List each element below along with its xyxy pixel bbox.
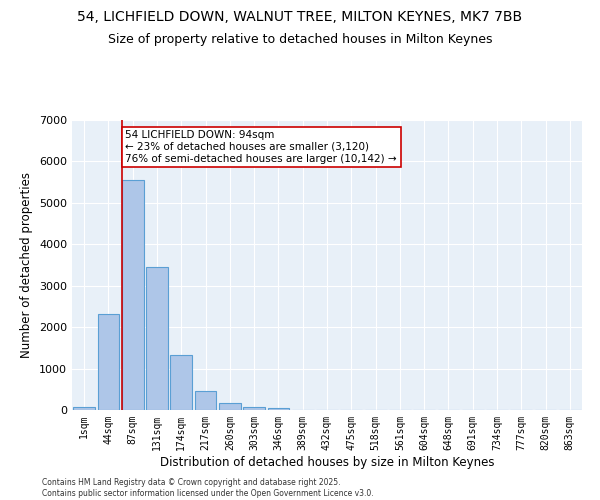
Bar [170,355,192,410]
X-axis label: Distribution of detached houses by size in Milton Keynes: Distribution of detached houses by size … [160,456,494,468]
Bar [194,392,217,410]
Text: Size of property relative to detached houses in Milton Keynes: Size of property relative to detached ho… [108,32,492,46]
Bar [243,406,265,410]
Bar [97,314,119,410]
Y-axis label: Number of detached properties: Number of detached properties [20,172,34,358]
Bar [219,403,241,410]
Text: 54 LICHFIELD DOWN: 94sqm
← 23% of detached houses are smaller (3,120)
76% of sem: 54 LICHFIELD DOWN: 94sqm ← 23% of detach… [125,130,397,164]
Text: 54, LICHFIELD DOWN, WALNUT TREE, MILTON KEYNES, MK7 7BB: 54, LICHFIELD DOWN, WALNUT TREE, MILTON … [77,10,523,24]
Bar [146,267,168,410]
Bar [73,407,95,410]
Bar [268,408,289,410]
Text: Contains HM Land Registry data © Crown copyright and database right 2025.
Contai: Contains HM Land Registry data © Crown c… [42,478,374,498]
Bar [122,180,143,410]
